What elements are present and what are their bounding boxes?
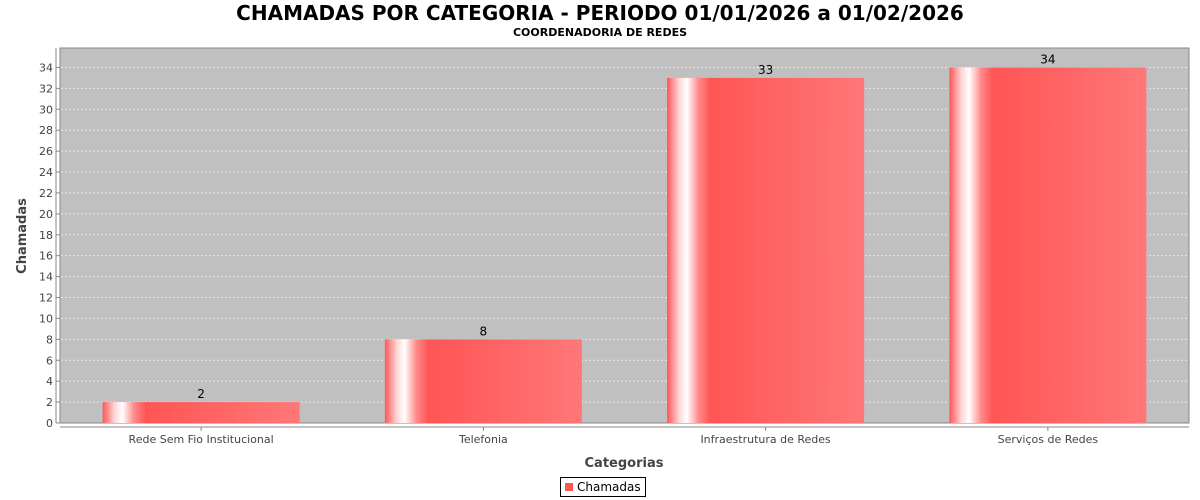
y-tick-label: 2 <box>46 396 53 409</box>
axes <box>55 48 1189 431</box>
x-axis-title: Categorias <box>585 456 664 471</box>
y-tick-label: 6 <box>46 354 53 367</box>
y-tick-label: 0 <box>46 417 53 430</box>
data-label: 34 <box>1040 52 1055 66</box>
y-tick-label: 16 <box>39 250 53 263</box>
legend-swatch <box>565 483 573 491</box>
x-tick-label: Serviços de Redes <box>998 433 1099 446</box>
y-tick-label: 20 <box>39 208 53 221</box>
y-tick-label: 30 <box>39 103 53 116</box>
chart-subtitle: COORDENADORIA DE REDES <box>512 26 688 39</box>
bar <box>949 67 1147 423</box>
y-tick-label: 26 <box>39 145 53 158</box>
bar <box>384 339 582 423</box>
y-tick-label: 34 <box>39 61 53 74</box>
legend: Chamadas <box>560 477 646 497</box>
y-tick-label: 8 <box>46 333 53 346</box>
data-label: 8 <box>480 324 488 338</box>
x-tick-label: Infraestrutura de Redes <box>700 433 831 446</box>
y-tick-label: 14 <box>39 271 53 284</box>
y-tick-label: 24 <box>39 166 53 179</box>
y-axis-title: Chamadas <box>15 198 30 274</box>
bar <box>667 77 865 424</box>
x-tick-label: Rede Sem Fio Institucional <box>129 433 274 446</box>
y-tick-label: 28 <box>39 124 53 137</box>
y-tick-label: 4 <box>46 375 53 388</box>
data-label: 33 <box>758 63 773 77</box>
legend-label: Chamadas <box>577 480 641 494</box>
y-tick-label: 12 <box>39 292 53 305</box>
bar <box>102 402 300 423</box>
y-tick-label: 10 <box>39 312 53 325</box>
bars <box>102 67 1147 424</box>
data-label: 2 <box>197 387 205 401</box>
x-tick-label: Telefonia <box>458 433 508 446</box>
chart-title: CHAMADAS POR CATEGORIA - PERIODO 01/01/2… <box>236 1 964 25</box>
y-tick-label: 22 <box>39 187 53 200</box>
y-tick-label: 18 <box>39 229 53 242</box>
y-tick-label: 32 <box>39 82 53 95</box>
